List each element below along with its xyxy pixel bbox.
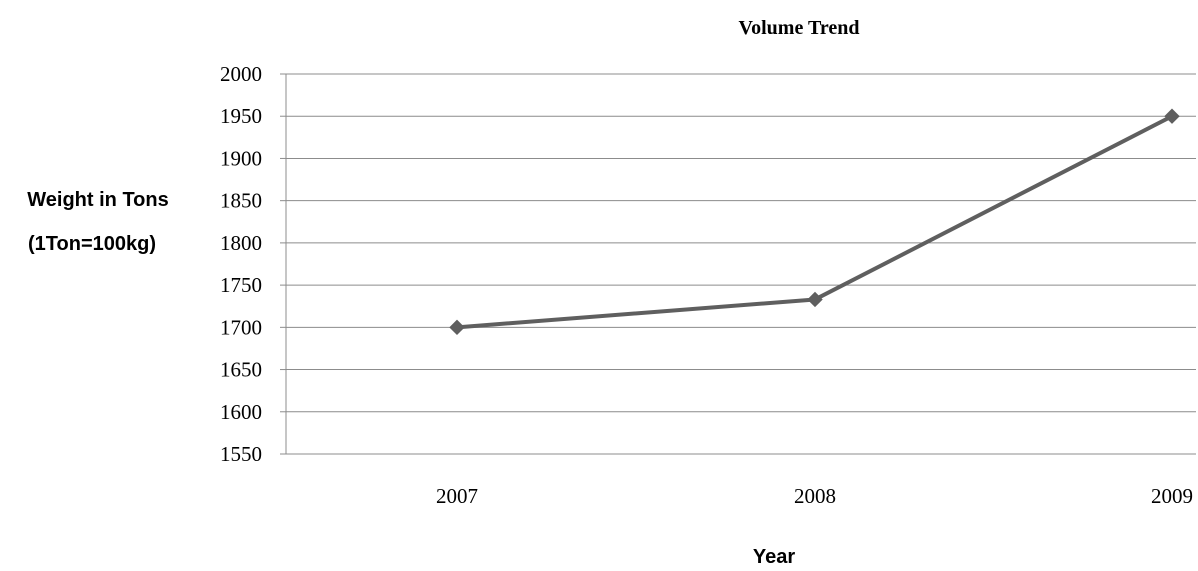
chart-title: Volume Trend [739,17,860,39]
y-tick-label: 1550 [220,442,262,466]
x-tick-labels: 2007 2008 2009 [436,484,1193,508]
gridlines [286,73,1196,413]
x-tick-label: 2007 [436,484,478,508]
y-axis-title-line-2: (1Ton=100kg) [28,233,156,255]
y-tick-label: 1700 [220,315,262,339]
y-tick-label: 1750 [220,273,262,297]
y-tick-label: 1900 [220,146,262,170]
series [449,108,1180,336]
y-tick-label: 1800 [220,231,262,255]
data-point [1164,108,1180,124]
data-point [807,291,823,308]
y-tick-label: 2000 [220,62,262,86]
x-axis-title: Year [753,546,795,568]
x-tick-label: 2008 [794,484,836,508]
data-point [449,319,465,336]
y-axis-title-line-1: Weight in Tons [27,189,168,211]
y-tick-label: 1950 [220,104,262,128]
y-tick-labels: 1550 1600 1650 1700 1750 1800 1850 1900 1950 2000 [220,62,262,466]
y-tick-label: 1650 [220,358,262,382]
x-tick-label: 2009 [1151,484,1193,508]
axes [280,73,1196,455]
y-tick-label: 1600 [220,400,262,424]
y-tick-label: 1850 [220,189,262,213]
